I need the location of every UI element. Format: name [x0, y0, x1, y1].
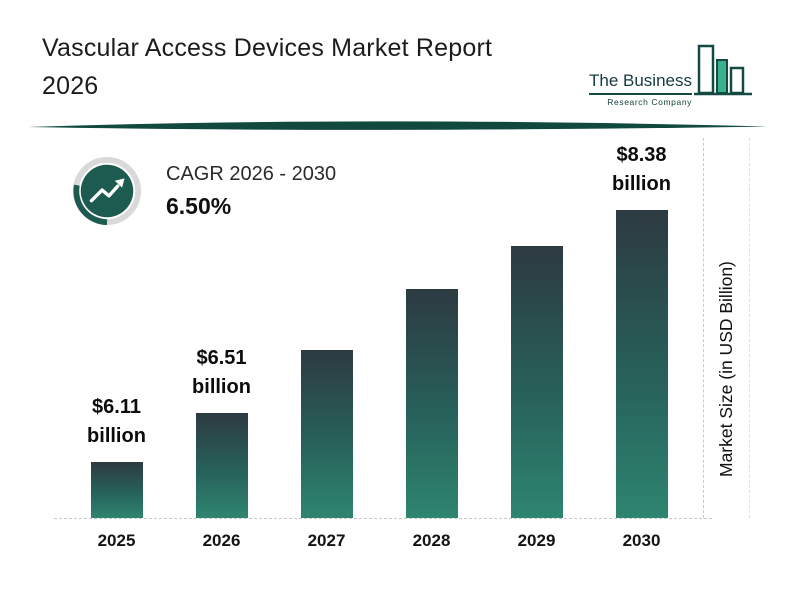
bar-column [274, 350, 379, 518]
bar [90, 462, 143, 518]
bar-column [484, 246, 589, 518]
page-title: Vascular Access Devices Market Report 20… [42, 34, 493, 100]
bar [405, 289, 458, 518]
logo-bars-icon [694, 44, 752, 96]
grid-line-vertical-right [749, 138, 750, 518]
x-axis-line [54, 518, 712, 519]
bar [195, 413, 248, 518]
trend-up-icon [72, 156, 142, 226]
cagr-badge: CAGR 2026 - 2030 6.50% [72, 156, 336, 226]
bar [300, 350, 353, 518]
x-axis-label: 2029 [517, 531, 556, 550]
logo-text: The Business Research Company [589, 71, 692, 107]
bar-value-label: $6.11 billion [87, 396, 146, 447]
bar-column: $8.38 billion [589, 141, 694, 518]
bar [510, 246, 563, 518]
logo-text-secondary: Research Company [607, 97, 692, 107]
y-axis-title: Market Size (in USD Billion) [716, 261, 736, 477]
bar-column: $6.11 billion [64, 393, 169, 518]
chart-bars: $6.11 billion $6.51 billion $8.38 billion [64, 141, 694, 518]
logo-text-primary: The Business [589, 71, 692, 95]
x-axis-label: 2030 [622, 531, 661, 550]
company-logo: The Business Research Company [589, 34, 752, 107]
bar-column [379, 289, 484, 518]
x-axis-label: 2026 [202, 531, 241, 550]
bar-value-label: $8.38 billion [612, 144, 671, 195]
divider-swoosh [28, 121, 768, 130]
bar-value-label: $6.51 billion [192, 347, 251, 398]
x-axis-label: 2025 [97, 531, 136, 550]
cagr-value: 6.50% [166, 192, 232, 219]
cagr-text: CAGR 2026 - 2030 6.50% [166, 163, 336, 220]
grid-line-vertical [703, 138, 704, 518]
bar [615, 210, 668, 518]
x-axis-label: 2028 [412, 531, 451, 550]
x-axis-label: 2027 [307, 531, 346, 550]
cagr-label: CAGR 2026 - 2030 [166, 162, 337, 185]
bar-column: $6.51 billion [169, 344, 274, 518]
x-axis-labels: 2025 2026 2027 2028 2029 2030 [64, 531, 694, 551]
